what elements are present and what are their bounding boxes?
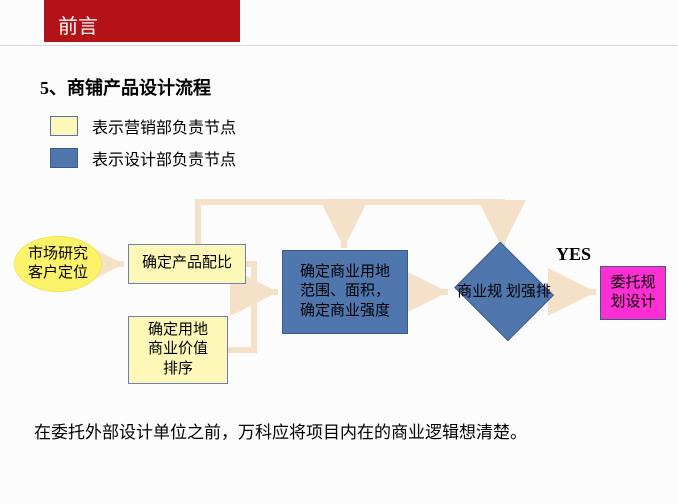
node-delegate: 委托规 划设计 <box>600 266 666 320</box>
edge-5 <box>198 202 502 248</box>
node-plan-label: 商业规 划强排 <box>450 246 558 338</box>
section-title: 5、商铺产品设计流程 <box>40 74 211 100</box>
legend-row-design: 表示设计部负责节点 <box>50 146 236 170</box>
node-scope: 确定商业用地 范围、面积， 确定商业强度 <box>282 250 408 334</box>
node-start: 市场研究 客户定位 <box>14 236 102 292</box>
header-title: 前言 <box>58 16 98 38</box>
legend-label-design: 表示设计部负责节点 <box>92 146 236 170</box>
bottom-text: 在委托外部设计单位之前，万科应将项目内在的商业逻辑想清楚。 <box>34 418 527 443</box>
edge-2 <box>228 292 278 350</box>
node-landrank: 确定用地 商业价值 排序 <box>128 316 228 384</box>
yes-label: YES <box>556 244 591 265</box>
legend-row-marketing: 表示营销部负责节点 <box>50 114 236 138</box>
node-mix: 确定产品配比 <box>128 244 246 284</box>
legend-label-marketing: 表示营销部负责节点 <box>92 114 236 138</box>
node-plan: 商业规 划强排 <box>450 246 558 338</box>
legend-swatch-design <box>50 148 78 168</box>
edge-1 <box>246 264 278 292</box>
header-title-block: 前言 <box>44 0 240 42</box>
legend: 表示营销部负责节点 表示设计部负责节点 <box>50 114 236 178</box>
legend-swatch-marketing <box>50 116 78 136</box>
